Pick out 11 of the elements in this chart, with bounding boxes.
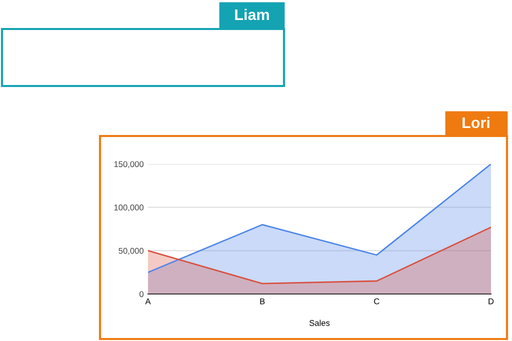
x-tick-label: A	[145, 298, 151, 304]
y-tick-label: 150,000	[114, 161, 144, 168]
y-tick-label: 50,000	[118, 248, 144, 255]
x-axis-title: Sales	[309, 320, 330, 326]
y-tick-label: 0	[140, 291, 144, 298]
text: Liam	[235, 8, 269, 20]
text: Lori	[462, 116, 490, 128]
x-tick-label: C	[374, 298, 380, 304]
x-tick-label: B	[260, 298, 265, 304]
x-tick-label: D	[488, 298, 494, 304]
y-tick-label: 100,000	[114, 204, 144, 212]
